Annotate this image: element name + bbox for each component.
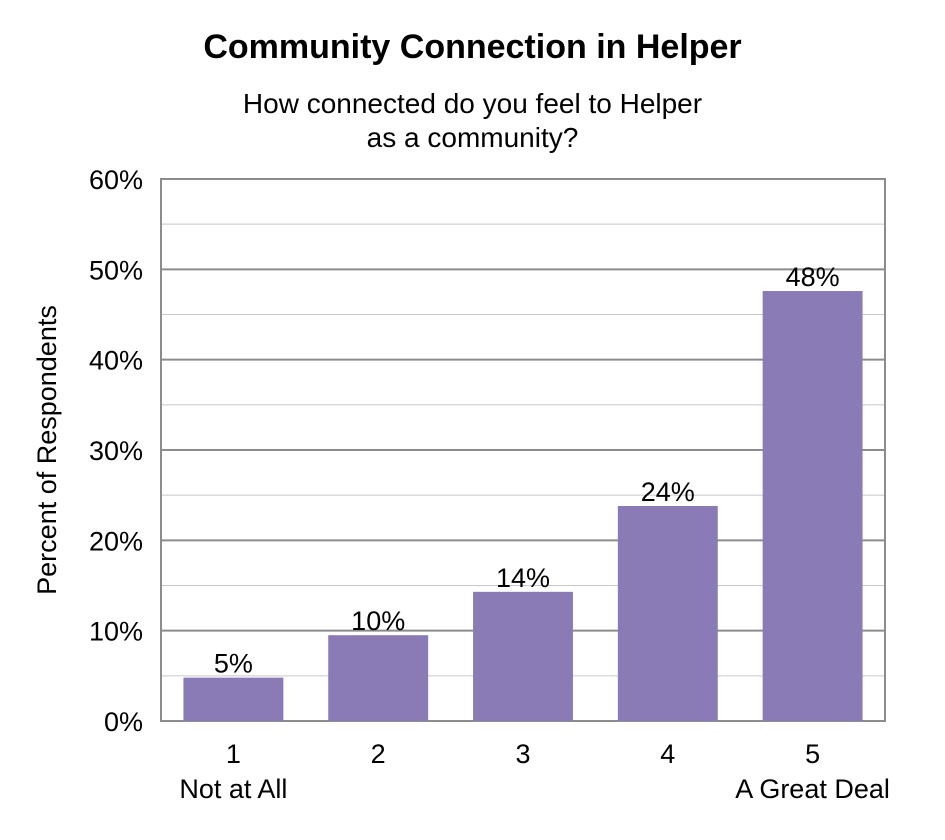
chart-subtitle-line-1: How connected do you feel to Helper <box>242 88 703 119</box>
chart-title: Community Connection in Helper <box>203 28 742 66</box>
x-tick-sublabel: A Great Deal <box>735 774 890 804</box>
y-tick-label: 20% <box>89 526 143 556</box>
y-axis-label: Percent of Respondents <box>32 305 62 595</box>
y-tick-label: 30% <box>89 436 143 466</box>
y-tick-label: 40% <box>89 346 143 376</box>
y-tick-label: 60% <box>89 165 143 195</box>
x-tick-label: 4 <box>660 739 675 769</box>
bar <box>183 677 284 721</box>
y-tick-label: 0% <box>104 707 143 737</box>
data-label: 10% <box>351 606 405 636</box>
data-label: 5% <box>214 649 253 679</box>
data-label: 48% <box>786 262 840 292</box>
x-tick-sublabel: Not at All <box>179 774 287 804</box>
y-tick-label: 10% <box>89 617 143 647</box>
bar <box>328 635 429 721</box>
x-tick-label: 2 <box>371 739 386 769</box>
y-tick-label: 50% <box>89 255 143 285</box>
bar <box>617 506 718 721</box>
data-label: 14% <box>496 563 550 593</box>
bar <box>473 591 573 721</box>
data-label: 24% <box>641 477 695 507</box>
x-tick-label: 1 <box>226 739 241 769</box>
chart-subtitle-line-2: as a community? <box>366 122 579 153</box>
x-tick-label: 5 <box>805 739 820 769</box>
bar <box>762 291 863 721</box>
x-tick-label: 3 <box>515 739 530 769</box>
